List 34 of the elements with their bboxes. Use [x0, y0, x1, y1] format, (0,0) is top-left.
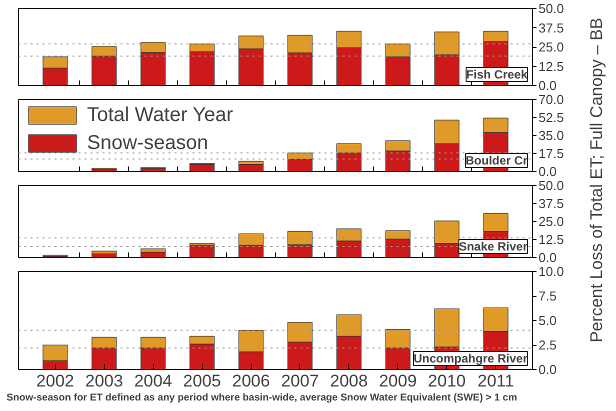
y-tick-label: 0.0 [538, 78, 557, 93]
y-tick-label: 35.0 [538, 128, 564, 143]
y-tick-label: 12.5 [538, 58, 564, 74]
y-tick-label: 0.0 [538, 362, 557, 377]
y-tick-label: 52.5 [538, 110, 564, 125]
x-tick-label: 2008 [330, 372, 368, 390]
y-tick-label: 70.0 [538, 92, 564, 107]
y-tick-label: 25.0 [538, 214, 564, 229]
y-tick-label: 25.0 [538, 40, 564, 54]
y-tick-label: 2.5 [538, 338, 557, 352]
x-tick-label: 2004 [134, 372, 172, 390]
y-tick-label: 0.0 [538, 250, 557, 265]
y-axis-title: Percent Loss of Total ET; Full Canopy – BB [587, 18, 606, 343]
text: Snow-season for ET defined as any period where basin-wide, average Snow Water Equivalent (SWE) > 1 cm [6, 392, 518, 404]
y-tick-label: 12.5 [538, 232, 564, 247]
legend-label: Snow-season [87, 131, 208, 155]
y-tick-label: 10.0 [538, 264, 564, 279]
x-tick-label: 2011 [478, 372, 514, 390]
x-tick-label: 2010 [428, 372, 466, 390]
y-tick-label: 50.0 [538, 1, 564, 16]
x-tick-label: 2005 [183, 372, 221, 390]
y-tick-label: 50.0 [538, 178, 564, 193]
x-tick-label: 2003 [85, 372, 124, 390]
y-tick-label: 5.0 [538, 313, 557, 328]
y-tick-label: 37.5 [538, 20, 564, 36]
x-tick-label: 2007 [281, 372, 319, 390]
y-tick-label: 17.5 [538, 146, 564, 161]
x-tick-label: 2002 [36, 372, 74, 390]
x-tick-label: 2006 [232, 372, 270, 390]
legend-label: Total Water Year [87, 103, 234, 127]
x-tick-label: 2009 [378, 372, 417, 390]
y-tick-label: 0.0 [538, 164, 557, 179]
y-tick-label: 7.5 [538, 288, 557, 304]
y-tick-label: 37.5 [538, 196, 564, 211]
